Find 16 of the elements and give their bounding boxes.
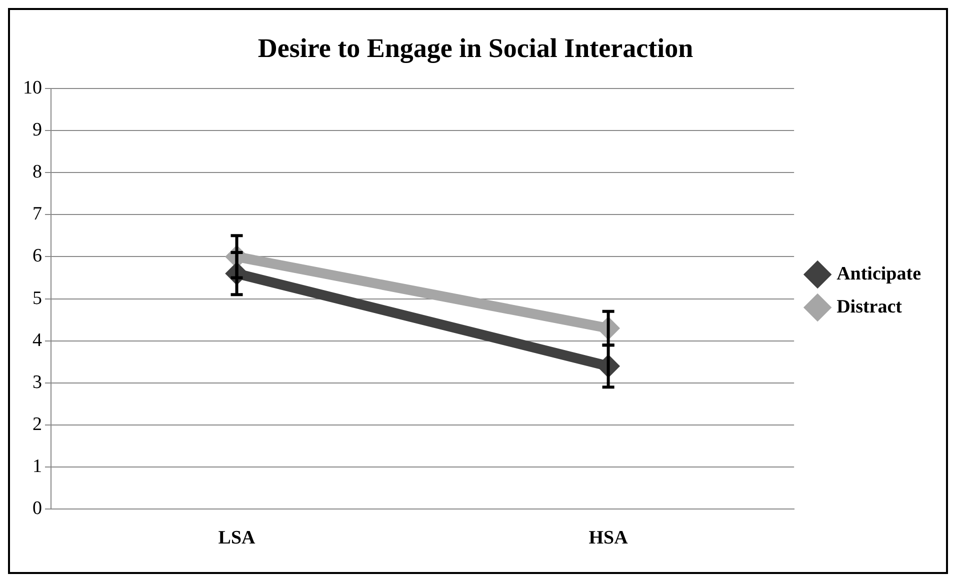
- y-tick-label: 5: [32, 288, 42, 309]
- legend-label: Distract: [836, 296, 903, 318]
- y-tick-label: 3: [32, 372, 42, 393]
- y-tick-label: 7: [32, 204, 42, 225]
- y-tick-label: 8: [32, 162, 42, 183]
- y-tick-label: 9: [32, 119, 42, 140]
- y-tick-label: 10: [23, 77, 42, 98]
- y-tick-label: 1: [32, 456, 42, 478]
- x-tick-label: LSA: [218, 528, 256, 549]
- x-tick-label: HSA: [588, 528, 628, 549]
- y-tick-label: 2: [32, 414, 42, 436]
- y-tick-label: 0: [32, 498, 42, 520]
- chart-title: Desire to Engage in Social Interaction: [258, 33, 694, 64]
- y-tick-label: 6: [32, 246, 42, 267]
- y-tick-label: 4: [32, 330, 42, 351]
- legend-label: Anticipate: [836, 263, 922, 284]
